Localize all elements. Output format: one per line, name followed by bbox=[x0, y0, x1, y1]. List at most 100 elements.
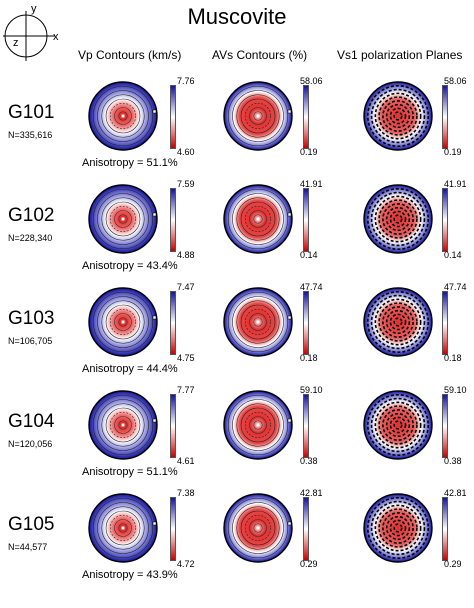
anisotropy-label: Anisotropy = 51.1% bbox=[82, 157, 178, 169]
contour-fill bbox=[364, 288, 432, 356]
vp-pole-figure bbox=[88, 184, 158, 254]
projection-outline bbox=[363, 493, 433, 563]
contour-line bbox=[374, 401, 422, 449]
scale-min-value: 0.14 bbox=[300, 250, 318, 260]
scale-max-value: 41.91 bbox=[300, 179, 323, 189]
scale-max-value: 41.91 bbox=[444, 179, 467, 189]
contour-fill bbox=[364, 494, 432, 562]
contour-line bbox=[236, 300, 280, 344]
scale-max-value: 42.81 bbox=[300, 488, 323, 498]
contour-line bbox=[244, 205, 272, 233]
contour-line bbox=[109, 514, 137, 542]
contour-fill bbox=[364, 185, 432, 253]
contour-line bbox=[240, 304, 276, 340]
min-marker bbox=[287, 212, 292, 217]
contour-line bbox=[105, 510, 141, 546]
min-marker bbox=[287, 521, 292, 526]
contour-line bbox=[249, 107, 267, 125]
projection-outline bbox=[223, 493, 293, 563]
min-marker bbox=[152, 521, 157, 526]
max-marker bbox=[121, 320, 125, 324]
contour-line bbox=[227, 291, 289, 353]
contour-line bbox=[374, 298, 422, 346]
contour-line bbox=[109, 102, 137, 130]
color-scale-bar bbox=[303, 497, 309, 561]
contour-line bbox=[114, 519, 132, 537]
avs-pole-figure bbox=[223, 184, 293, 254]
projection-outline bbox=[223, 184, 293, 254]
contour-line bbox=[378, 302, 418, 342]
color-scale-bar bbox=[442, 497, 448, 561]
vs1-pole-figure bbox=[363, 81, 433, 151]
avs-pole-figure bbox=[223, 390, 293, 460]
contour-line bbox=[227, 85, 289, 147]
contour-line bbox=[118, 523, 128, 533]
max-marker bbox=[121, 526, 125, 530]
sample-count: N=228,340 bbox=[8, 233, 53, 243]
vp-pole-figure bbox=[88, 81, 158, 151]
scale-max-value: 59.10 bbox=[300, 385, 323, 395]
scale-max-value: 7.76 bbox=[177, 76, 195, 86]
contour-line bbox=[385, 515, 411, 541]
anisotropy-label: Anisotropy = 43.4% bbox=[82, 260, 178, 272]
scale-max-value: 7.59 bbox=[177, 179, 195, 189]
projection-outline bbox=[223, 81, 293, 151]
contour-line bbox=[114, 416, 132, 434]
contour-line bbox=[382, 100, 414, 132]
scale-min-value: 0.29 bbox=[444, 559, 462, 569]
contour-line bbox=[393, 523, 403, 533]
color-scale-bar bbox=[303, 291, 309, 355]
column-header-vs1: Vs1 polarization Planes bbox=[337, 48, 463, 62]
scale-min-value: 0.29 bbox=[300, 559, 318, 569]
contour-line bbox=[366, 84, 430, 148]
contour-line bbox=[366, 187, 430, 251]
sample-count: N=335,616 bbox=[8, 130, 53, 140]
contour-line bbox=[101, 94, 145, 138]
sample-name: G104 bbox=[8, 411, 55, 432]
contour-line bbox=[109, 308, 137, 336]
contour-line bbox=[232, 90, 284, 142]
contour-line bbox=[389, 313, 407, 331]
min-marker bbox=[152, 315, 157, 320]
contour-line bbox=[382, 409, 414, 441]
anisotropy-label: Anisotropy = 44.4% bbox=[82, 363, 178, 375]
contour-line bbox=[249, 519, 267, 537]
contour-line bbox=[240, 201, 276, 237]
sample-name: G102 bbox=[8, 205, 55, 226]
scale-min-value: 0.18 bbox=[444, 353, 462, 363]
min-marker bbox=[152, 109, 157, 114]
contour-line bbox=[244, 102, 272, 130]
contour-line bbox=[389, 107, 407, 125]
sample-name: G105 bbox=[8, 514, 55, 535]
contour-line bbox=[253, 214, 263, 224]
contour-line bbox=[92, 188, 154, 250]
contour-line bbox=[244, 308, 272, 336]
contour-line bbox=[385, 103, 411, 129]
contour-line bbox=[253, 317, 263, 327]
contour-line bbox=[97, 296, 149, 348]
sample-count: N=44,577 bbox=[8, 542, 48, 552]
color-scale-bar bbox=[170, 85, 176, 149]
contour-line bbox=[240, 98, 276, 134]
column-header-avs: AVs Contours (%) bbox=[212, 48, 308, 62]
contour-line bbox=[101, 300, 145, 344]
contour-line bbox=[105, 201, 141, 237]
contour-line bbox=[97, 399, 149, 451]
max-marker bbox=[121, 114, 125, 118]
projection-outline bbox=[88, 390, 158, 460]
contour-line bbox=[253, 111, 263, 121]
anisotropy-label: Anisotropy = 43.9% bbox=[82, 569, 178, 581]
scale-max-value: 7.47 bbox=[177, 282, 195, 292]
contour-line bbox=[374, 504, 422, 552]
contour-line bbox=[389, 210, 407, 228]
contour-line bbox=[382, 203, 414, 235]
projection-outline bbox=[88, 81, 158, 151]
contour-line bbox=[92, 394, 154, 456]
sample-count: N=106,705 bbox=[8, 336, 53, 346]
contour-line bbox=[385, 206, 411, 232]
color-scale-bar bbox=[442, 85, 448, 149]
scale-max-value: 59.10 bbox=[444, 385, 467, 395]
scale-min-value: 0.38 bbox=[300, 456, 318, 466]
projection-outline bbox=[88, 493, 158, 563]
contour-line bbox=[92, 291, 154, 353]
